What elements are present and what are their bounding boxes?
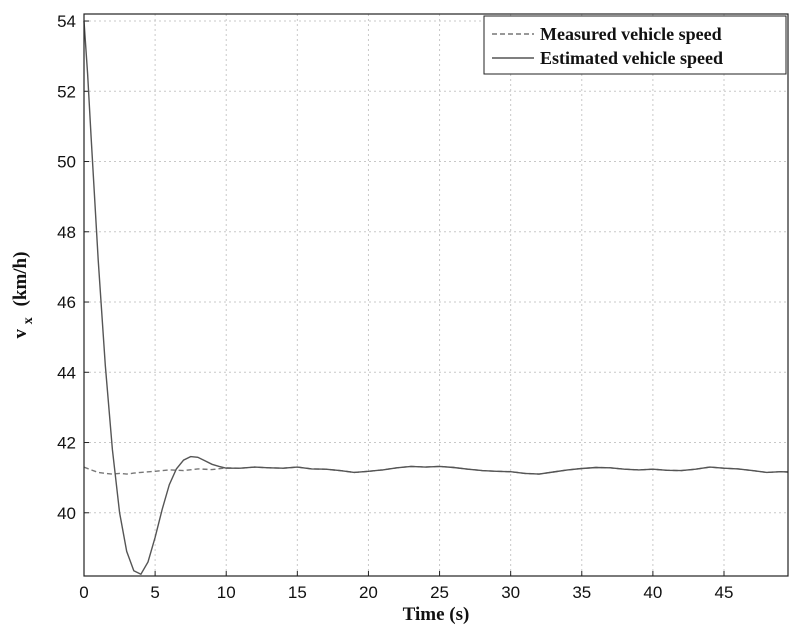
y-tick-label: 52 — [57, 82, 76, 101]
series-line-estimated — [83, 20, 789, 576]
x-tick-label: 15 — [288, 583, 307, 602]
x-tick-label: 25 — [430, 583, 449, 602]
y-tick-label: 42 — [57, 434, 76, 453]
x-tick-label: 20 — [359, 583, 378, 602]
y-axis-title: v x (km/h) — [10, 252, 37, 339]
x-tick-label: 30 — [501, 583, 520, 602]
x-tick-label: 35 — [572, 583, 591, 602]
x-tick-label: 10 — [217, 583, 236, 602]
y-axis-subscript: x — [21, 317, 36, 324]
y-tick-label: 50 — [57, 153, 76, 172]
y-tick-label: 54 — [57, 12, 76, 31]
y-axis-unit: (km/h) — [10, 252, 31, 307]
y-tick-label: 48 — [57, 223, 76, 242]
x-tick-label: 5 — [150, 583, 159, 602]
y-tick-label: 44 — [57, 363, 76, 382]
grid — [83, 14, 788, 576]
y-tick-labels: 40 42 44 46 48 50 52 54 — [57, 12, 76, 523]
plot-frame — [83, 13, 789, 577]
series-lines — [83, 20, 789, 576]
legend-label-measured: Measured vehicle speed — [540, 24, 722, 44]
x-tick-labels: 0 5 10 15 20 25 30 35 40 45 — [79, 583, 733, 602]
x-axis-title: Time (s) — [403, 604, 470, 625]
legend: Measured vehicle speed Estimated vehicle… — [483, 15, 787, 75]
y-tick-label: 46 — [57, 293, 76, 312]
x-tick-label: 0 — [79, 583, 88, 602]
x-tick-label: 45 — [715, 583, 734, 602]
y-axis-symbol: v — [10, 328, 31, 338]
x-tick-label: 40 — [643, 583, 662, 602]
legend-box — [483, 15, 787, 75]
legend-label-estimated: Estimated vehicle speed — [540, 48, 723, 68]
y-tick-label: 40 — [57, 504, 76, 523]
